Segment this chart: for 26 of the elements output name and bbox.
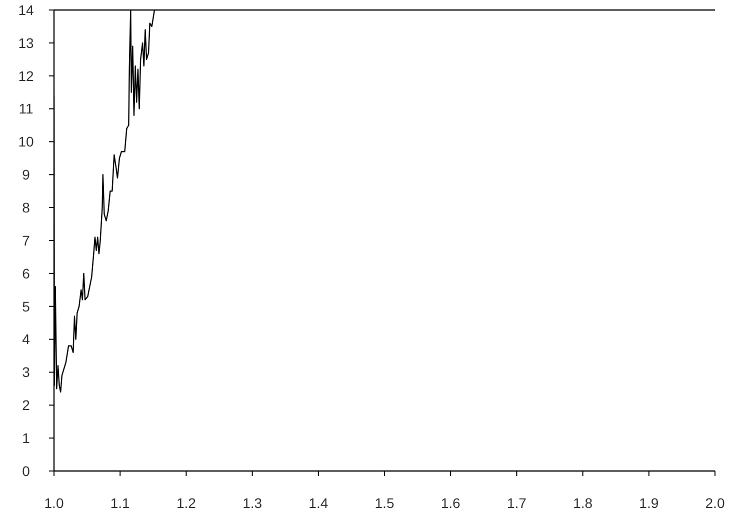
y-tick-label: 9 xyxy=(22,166,30,183)
y-tick-label: 11 xyxy=(18,100,34,117)
y-tick-label: 10 xyxy=(18,134,34,150)
y-tick-label: 13 xyxy=(18,34,34,51)
y-tick-label: 14 xyxy=(18,2,34,18)
x-tick-label: 1.3 xyxy=(242,495,262,511)
x-tick-label: 1.4 xyxy=(308,495,328,511)
x-tick-label: 1.5 xyxy=(374,495,394,511)
y-tick-label: 6 xyxy=(22,265,30,282)
y-tick-label: 4 xyxy=(22,331,30,348)
x-tick-label: 1.8 xyxy=(573,495,593,511)
y-tick-label: 3 xyxy=(22,364,30,380)
y-tick-label: 8 xyxy=(22,199,30,216)
x-tick-label: 1.9 xyxy=(639,495,659,511)
x-tick-label: 1.0 xyxy=(44,495,64,511)
x-tick-label: 2.0 xyxy=(705,495,725,511)
x-tick-label: 1.1 xyxy=(110,495,130,511)
x-tick-label: 1.6 xyxy=(440,495,461,511)
x-tick-label: 1.7 xyxy=(506,495,527,511)
y-tick-label: 0 xyxy=(22,462,30,479)
y-tick-label: 12 xyxy=(18,68,34,84)
y-tick-label: 1 xyxy=(22,430,30,446)
x-tick-label: 1.2 xyxy=(176,495,196,511)
y-tick-label: 7 xyxy=(22,232,30,248)
y-tick-label: 2 xyxy=(22,397,30,414)
y-tick-label: 5 xyxy=(22,298,30,314)
